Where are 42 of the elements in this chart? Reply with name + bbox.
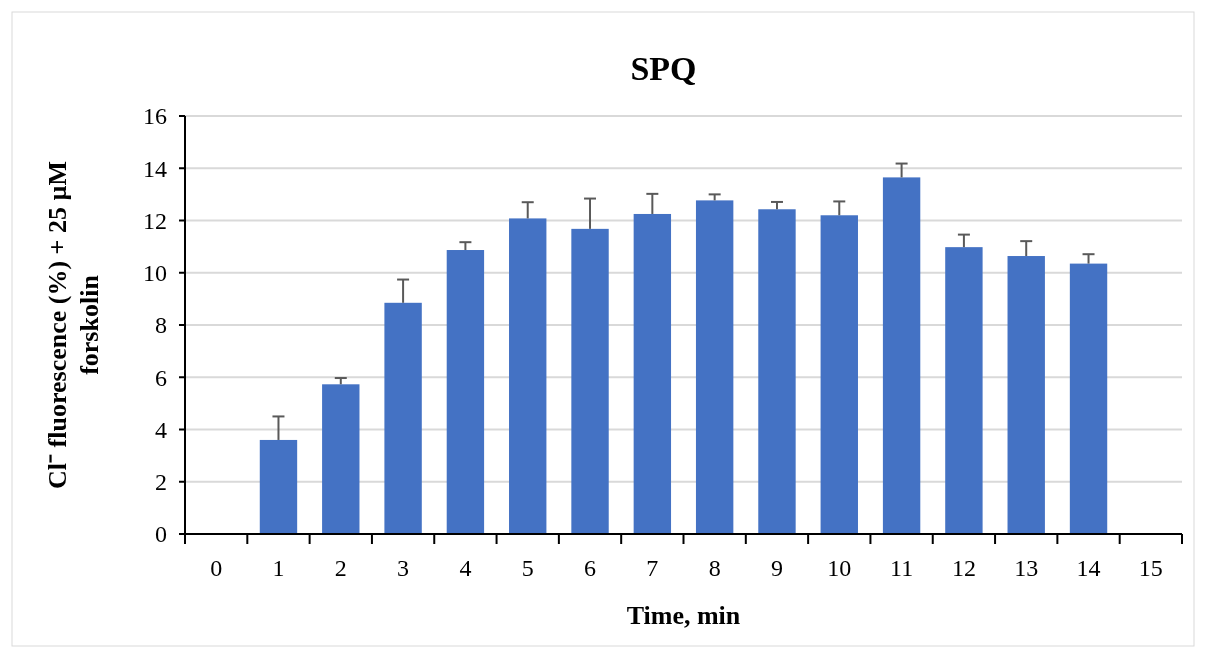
bar xyxy=(695,200,734,534)
bar xyxy=(1069,263,1108,534)
bar xyxy=(945,247,983,534)
y-tick-label: 12 xyxy=(143,207,167,234)
bar xyxy=(758,209,796,534)
x-tick-label: 11 xyxy=(890,555,914,581)
x-tick-label: 4 xyxy=(459,555,472,581)
chart-title: SPQ xyxy=(630,50,697,87)
x-tick-label: 9 xyxy=(770,555,783,581)
bar xyxy=(633,213,672,534)
bar xyxy=(509,218,547,534)
y-tick-label: 14 xyxy=(143,155,167,182)
x-tick-label: 14 xyxy=(1076,555,1101,581)
bar xyxy=(384,302,422,534)
bar xyxy=(259,439,298,534)
y-axis-title: Cl⁻ fluorescence (%) + 25 µM forskolin xyxy=(43,161,104,489)
x-axis-title: Time, min xyxy=(626,601,741,630)
y-tick-label: 0 xyxy=(155,521,167,548)
y-tick-label: 4 xyxy=(155,416,167,443)
bar xyxy=(571,228,609,534)
x-tick-label: 15 xyxy=(1138,555,1163,581)
y-tick-label: 6 xyxy=(155,364,167,391)
x-tick-label: 7 xyxy=(646,555,659,581)
x-tick-label: 1 xyxy=(272,555,285,581)
y-tick-label: 8 xyxy=(155,312,167,339)
x-tick-label: 0 xyxy=(210,555,223,581)
y-tick-label: 10 xyxy=(143,260,167,287)
x-tick-label: 13 xyxy=(1014,555,1039,581)
bar xyxy=(446,250,485,534)
bar xyxy=(820,215,858,534)
bar xyxy=(322,384,360,534)
x-tick-label: 2 xyxy=(334,555,347,581)
x-tick-label: 10 xyxy=(827,555,852,581)
x-tick-label: 3 xyxy=(397,555,410,581)
x-tick-label: 6 xyxy=(584,555,597,581)
bar xyxy=(1007,256,1045,534)
x-tick-label: 8 xyxy=(708,555,721,581)
bar xyxy=(882,177,921,534)
x-tick-label: 5 xyxy=(521,555,534,581)
y-tick-label: 2 xyxy=(155,469,167,496)
x-tick-label: 12 xyxy=(951,555,976,581)
y-tick-label: 16 xyxy=(143,103,167,130)
